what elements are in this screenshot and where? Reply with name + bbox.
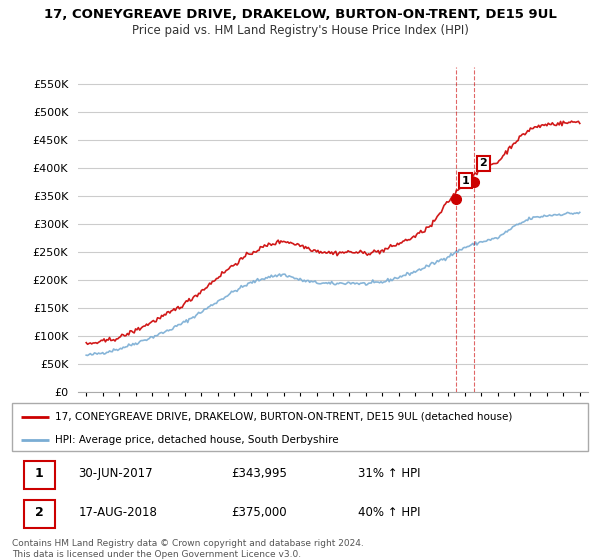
Text: 2: 2 <box>479 158 487 169</box>
FancyBboxPatch shape <box>23 461 55 489</box>
Text: £343,995: £343,995 <box>231 467 287 480</box>
Text: 17, CONEYGREAVE DRIVE, DRAKELOW, BURTON-ON-TRENT, DE15 9UL (detached house): 17, CONEYGREAVE DRIVE, DRAKELOW, BURTON-… <box>55 412 512 422</box>
Text: HPI: Average price, detached house, South Derbyshire: HPI: Average price, detached house, Sout… <box>55 435 339 445</box>
Text: Price paid vs. HM Land Registry's House Price Index (HPI): Price paid vs. HM Land Registry's House … <box>131 24 469 36</box>
Text: 30-JUN-2017: 30-JUN-2017 <box>78 467 153 480</box>
Text: £375,000: £375,000 <box>231 506 287 519</box>
Text: 1: 1 <box>461 176 469 186</box>
Text: 17, CONEYGREAVE DRIVE, DRAKELOW, BURTON-ON-TRENT, DE15 9UL: 17, CONEYGREAVE DRIVE, DRAKELOW, BURTON-… <box>44 8 556 21</box>
Text: 17-AUG-2018: 17-AUG-2018 <box>78 506 157 519</box>
Text: Contains HM Land Registry data © Crown copyright and database right 2024.
This d: Contains HM Land Registry data © Crown c… <box>12 539 364 559</box>
Text: 31% ↑ HPI: 31% ↑ HPI <box>358 467 420 480</box>
FancyBboxPatch shape <box>23 501 55 528</box>
FancyBboxPatch shape <box>12 403 588 451</box>
Text: 1: 1 <box>35 467 44 480</box>
Text: 40% ↑ HPI: 40% ↑ HPI <box>358 506 420 519</box>
Text: 2: 2 <box>35 506 44 519</box>
